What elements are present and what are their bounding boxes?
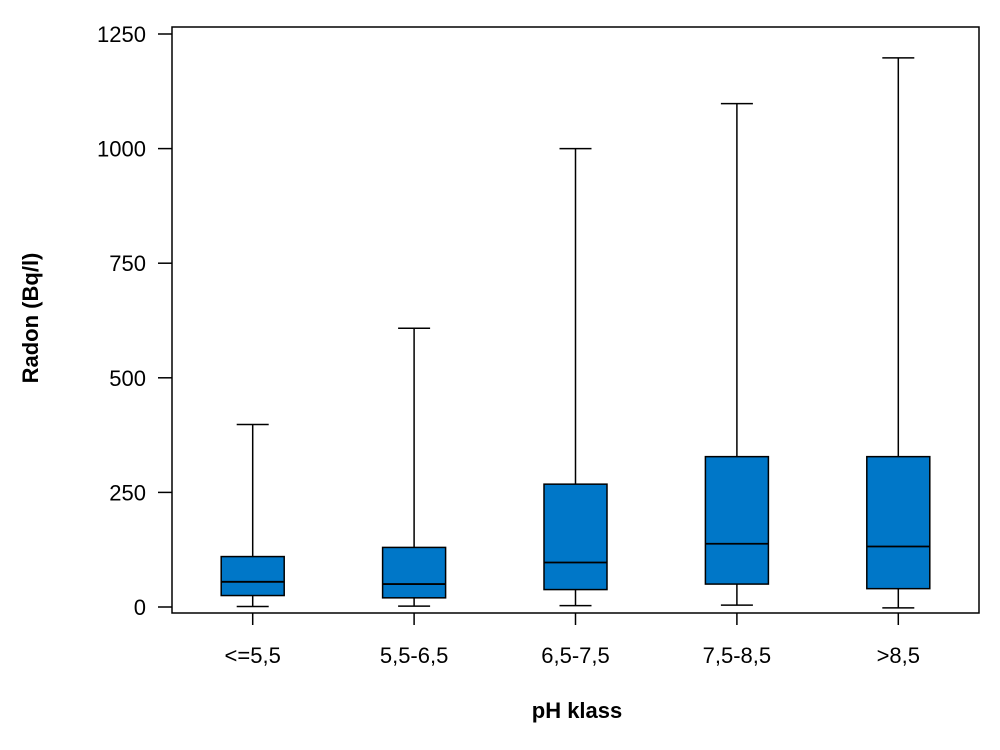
y-axis-title: Radon (Bq/l) xyxy=(18,253,43,384)
x-tick-label: >8,5 xyxy=(877,643,920,668)
y-tick-label: 1000 xyxy=(97,137,146,162)
box-group xyxy=(866,57,931,609)
y-tick-label: 750 xyxy=(109,251,146,276)
iqr-box xyxy=(704,455,770,585)
iqr-box xyxy=(381,546,447,599)
x-tick-label: 6,5-7,5 xyxy=(541,643,610,668)
iqr-box xyxy=(543,483,608,591)
iqr-box xyxy=(866,455,931,590)
x-axis-title: pH klass xyxy=(532,698,623,723)
box-group xyxy=(381,327,447,607)
x-tick-label: <=5,5 xyxy=(225,643,281,668)
y-tick-label: 500 xyxy=(109,366,146,391)
box-group xyxy=(704,102,770,606)
box-group xyxy=(220,423,285,608)
y-axis: 0 250 500 750 1000 1250 xyxy=(97,22,172,620)
iqr-box xyxy=(220,555,285,597)
box-group xyxy=(543,147,608,607)
x-tick-label: 5,5-6,5 xyxy=(380,643,449,668)
box-series xyxy=(220,57,931,609)
y-tick-label: 0 xyxy=(134,595,146,620)
x-tick-label: 7,5-8,5 xyxy=(703,643,772,668)
y-tick-label: 1250 xyxy=(97,22,146,47)
x-axis: <=5,5 5,5-6,5 6,5-7,5 7,5-8,5 >8,5 xyxy=(225,613,920,668)
y-tick-label: 250 xyxy=(109,480,146,505)
